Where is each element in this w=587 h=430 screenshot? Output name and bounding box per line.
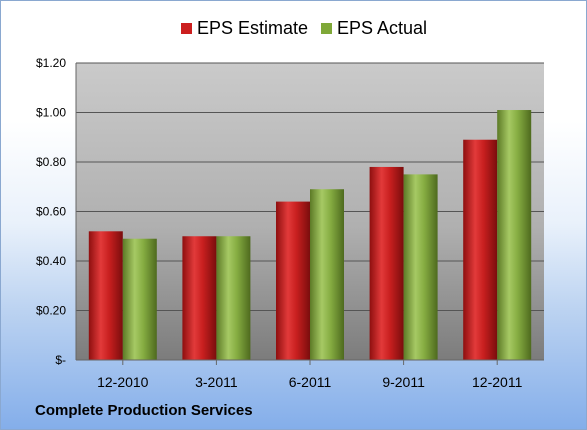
y-tick-label: $0.60 xyxy=(36,205,66,219)
y-tick-label: $0.20 xyxy=(36,304,66,318)
x-tick-label: 12-2011 xyxy=(472,374,523,390)
y-tick-label: $1.00 xyxy=(36,106,66,120)
y-tick-label: $0.40 xyxy=(36,254,66,268)
company-name: Complete Production Services xyxy=(35,402,253,419)
bars xyxy=(88,110,532,361)
legend-swatch-estimate xyxy=(181,23,192,34)
x-tick-label: 9-2011 xyxy=(382,374,425,390)
y-tick-label: $1.20 xyxy=(36,56,66,70)
y-tick-label: $0.80 xyxy=(36,155,66,169)
actual-bar xyxy=(403,174,438,360)
estimate-bar xyxy=(182,236,217,360)
estimate-bar xyxy=(88,231,123,360)
y-tick-label: $- xyxy=(55,353,66,367)
estimate-bar xyxy=(369,166,404,360)
actual-bar xyxy=(216,236,251,360)
actual-bar xyxy=(497,110,532,361)
actual-bar xyxy=(310,189,344,360)
x-tick-label: 6-2011 xyxy=(289,374,332,390)
legend-label-estimate: EPS Estimate xyxy=(197,18,308,38)
actual-bar xyxy=(122,238,157,360)
estimate-bar xyxy=(463,139,498,360)
x-tick-label: 12-2010 xyxy=(97,374,149,390)
x-axis: 12-2010 3-2011 6-2011 9-2011 12-2011 xyxy=(76,359,544,390)
legend-label-actual: EPS Actual xyxy=(337,18,427,38)
x-tick-label: 3-2011 xyxy=(195,374,238,390)
legend: EPS Estimate EPS Actual xyxy=(181,18,427,38)
estimate-bar xyxy=(276,201,310,360)
y-axis: $- $0.20 $0.40 $0.60 $0.80 $1.00 $1.20 xyxy=(36,56,77,367)
legend-swatch-actual xyxy=(321,23,332,34)
